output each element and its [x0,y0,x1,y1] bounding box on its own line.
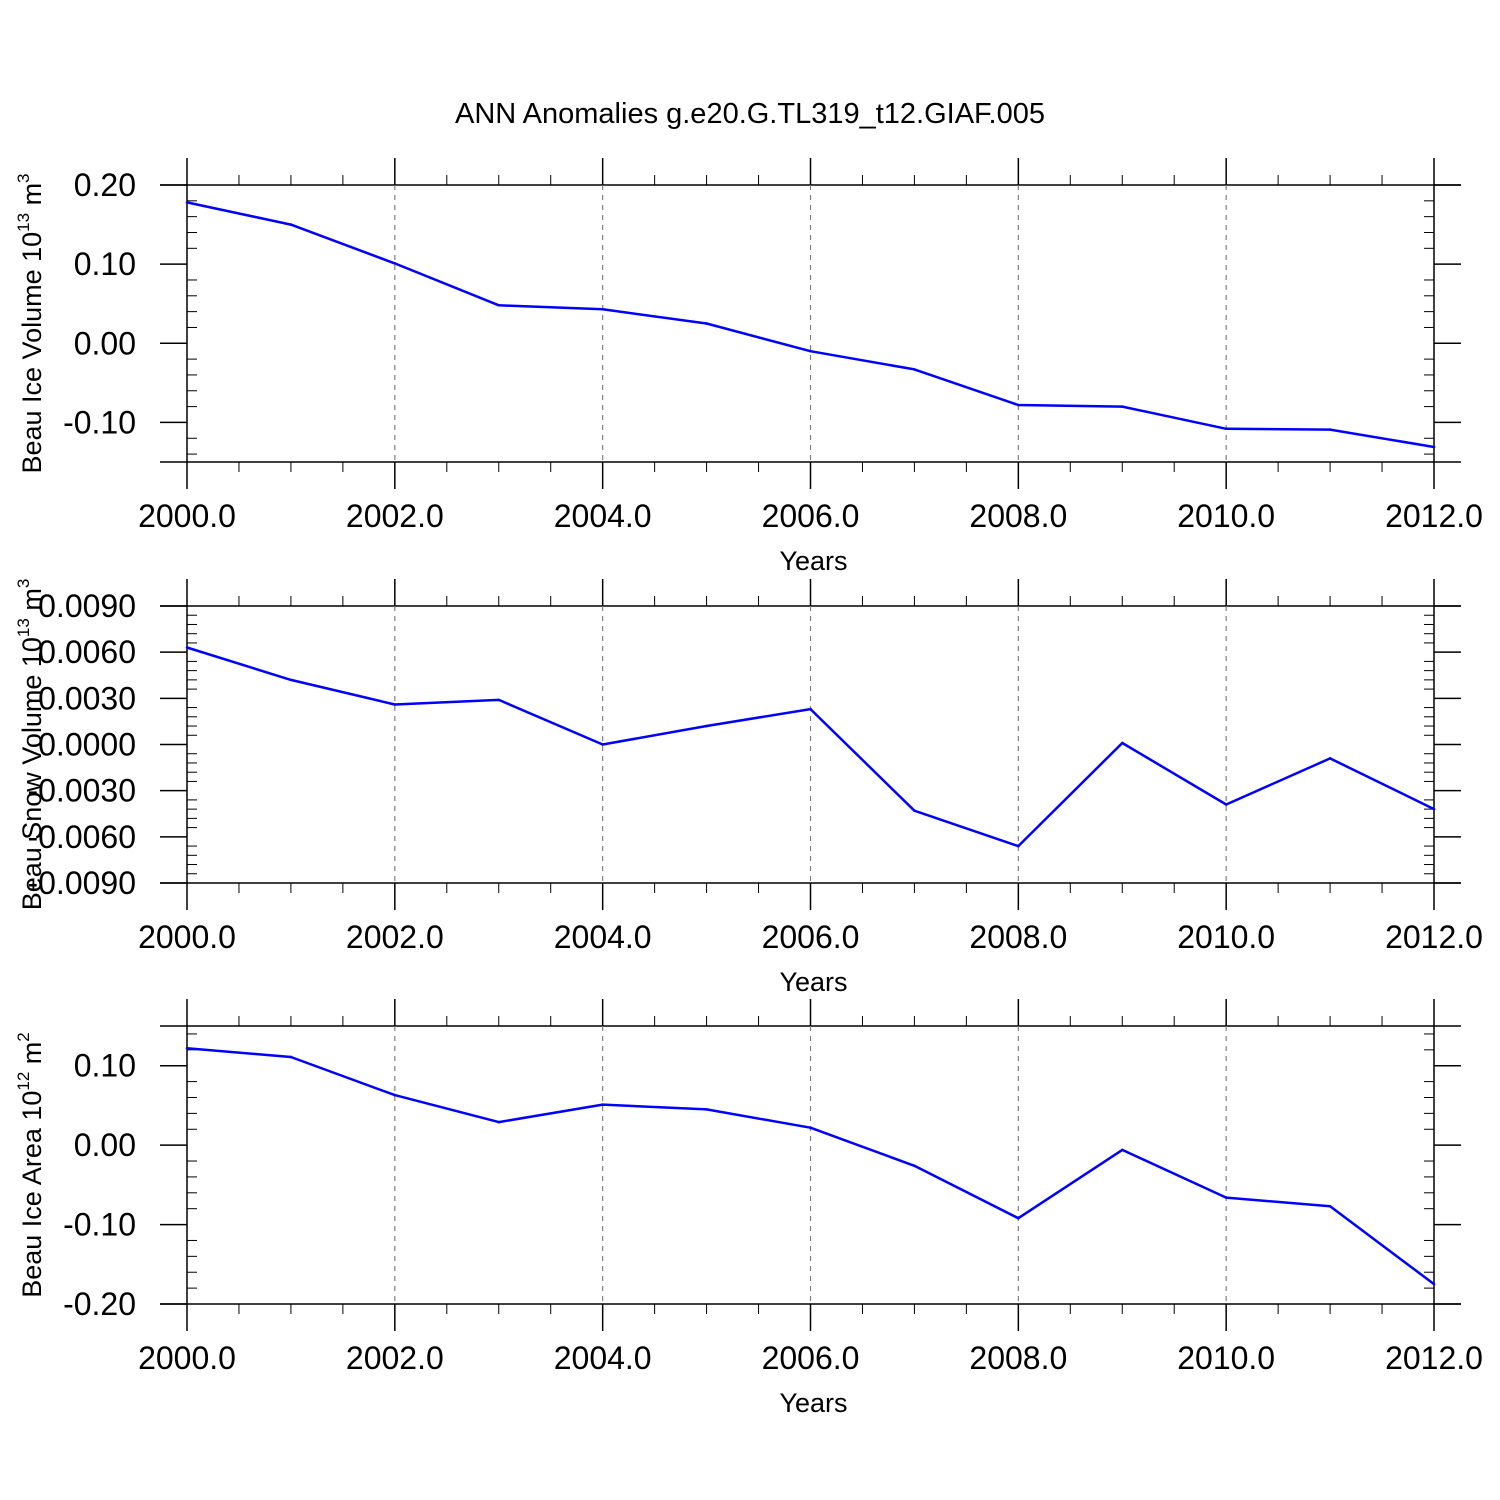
x-axis-label: Years [779,546,847,576]
data-point [1328,1205,1332,1208]
y-tick-label: -0.10 [63,404,136,440]
data-point [1224,803,1228,806]
data-point [601,307,604,311]
data-point [1017,403,1020,407]
x-tick-label: 2002.0 [346,919,444,955]
x-tick-label: 2000.0 [138,1340,236,1376]
x-tick-label: 2010.0 [1177,919,1275,955]
x-tick-label: 2010.0 [1177,498,1275,534]
y-tick-label: 0.0090 [38,588,136,624]
y-axis-label: Beau Ice Volume 1013 m3 [14,173,47,473]
data-point [1432,1282,1436,1286]
data-point [1120,405,1124,408]
y-tick-label: 0.0030 [38,680,136,716]
x-axis-label: Years [779,1388,847,1418]
y-tick-label: -0.20 [63,1286,136,1322]
data-point [809,707,812,711]
y-tick-label: -0.10 [63,1207,136,1243]
y-tick-label: 0.10 [74,246,136,282]
x-tick-label: 2012.0 [1385,919,1483,955]
x-tick-label: 2002.0 [346,1340,444,1376]
y-tick-label: -0.0060 [27,819,136,855]
data-point [913,1164,916,1168]
data-point [913,809,916,812]
data-point [705,1108,708,1111]
data-point [185,201,189,204]
data-point [601,743,604,746]
panel-2: 2000.0 2002.0 2004.0 2006.0 2008.0 2010.0 2012… [14,579,1483,997]
y-axis-label: Beau Snow Volume 1013 m3 [14,579,47,911]
data-point [497,303,501,307]
x-tick-label: 2006.0 [762,919,860,955]
data-point [289,223,293,226]
x-tick-label: 2004.0 [554,1340,652,1376]
data-point [1432,445,1436,449]
x-tick-label: 2004.0 [554,498,652,534]
data-point [1120,741,1124,745]
y-tick-label: 0.20 [74,167,136,203]
x-tick-label: 2006.0 [762,498,860,534]
y-tick-label: 0.00 [74,1127,136,1163]
data-point [289,678,293,682]
x-tick-label: 2006.0 [762,1340,860,1376]
y-axis-label: Beau Ice Area 1012 m2 [14,1032,47,1298]
data-point [393,1093,397,1097]
data-point [1224,427,1228,431]
y-tick-label: 0.00 [74,325,136,361]
x-tick-label: 2004.0 [554,919,652,955]
data-point [289,1055,293,1059]
y-tick-label: 0.10 [74,1048,136,1084]
data-point [393,262,397,265]
y-tick-label: -0.0030 [27,773,136,809]
data-point [497,1120,501,1124]
x-tick-label: 2000.0 [138,919,236,955]
x-tick-label: 2000.0 [138,498,236,534]
panel-3: 2000.0 2002.0 2004.0 2006.0 2008.0 2010.0 2012… [14,999,1483,1418]
data-point [185,1046,189,1050]
data-point [1328,757,1332,760]
x-tick-label: 2002.0 [346,498,444,534]
x-tick-label: 2008.0 [969,1340,1067,1376]
data-point [1224,1196,1228,1199]
x-axis-label: Years [779,967,847,997]
data-point [809,349,812,353]
data-point [1120,1148,1124,1152]
y-tick-label: -0.0090 [27,865,136,901]
y-tick-label: 0.0000 [38,727,136,763]
x-tick-label: 2010.0 [1177,1340,1275,1376]
data-point [1017,844,1020,848]
data-point [1017,1216,1020,1220]
x-tick-label: 2012.0 [1385,1340,1483,1376]
x-tick-label: 2008.0 [969,498,1067,534]
data-point [1328,428,1332,431]
data-point [705,322,708,325]
data-point [1432,807,1436,811]
x-tick-label: 2012.0 [1385,498,1483,534]
x-tick-label: 2008.0 [969,919,1067,955]
data-point [393,703,397,706]
data-point [913,368,916,371]
data-point [809,1126,812,1129]
y-tick-label: 0.0060 [38,634,136,670]
data-point [497,698,501,702]
data-point [601,1103,604,1106]
data-point [185,646,189,649]
panels: 2000.0 2002.0 2004.0 2006.0 2008.0 2010.0 2012… [14,158,1483,1418]
data-point [705,724,708,728]
figure-title: ANN Anomalies g.e20.G.TL319_t12.GIAF.005 [455,98,1045,130]
panel-1: 2000.0 2002.0 2004.0 2006.0 2008.0 2010.0 2012… [14,158,1483,576]
